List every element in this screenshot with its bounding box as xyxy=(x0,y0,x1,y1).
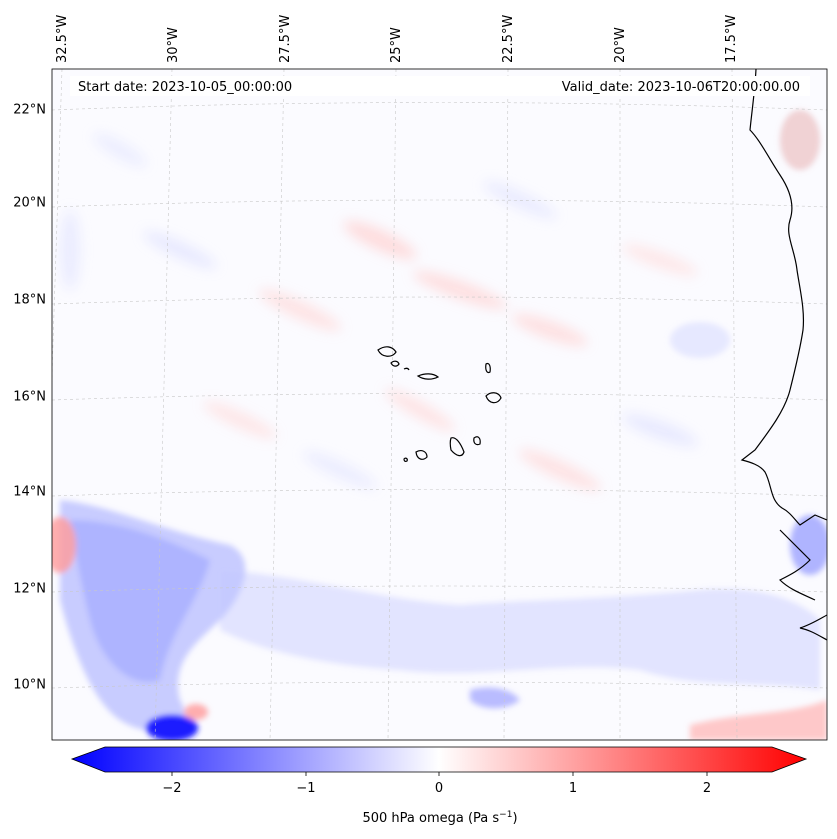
lat-label: 18°N xyxy=(13,293,46,308)
map-panel: Start date: 2023-10-05_00:00:00 Valid_da… xyxy=(52,69,827,740)
map-frame xyxy=(51,68,828,741)
island-boa-vista xyxy=(485,392,502,404)
lon-label: 25°W xyxy=(389,27,404,63)
start-date: Start date: 2023-10-05_00:00:00 xyxy=(78,80,292,95)
lat-labels: 22°N 20°N 18°N 16°N 14°N 12°N 10°N xyxy=(13,103,46,693)
lat-label: 10°N xyxy=(13,678,46,693)
colorbar-tick-label: 0 xyxy=(435,781,443,796)
africa-coast xyxy=(740,69,827,526)
island-santo-antao xyxy=(377,346,397,357)
lat-label: 20°N xyxy=(13,196,46,211)
island-santa-luzia xyxy=(403,367,410,371)
colorbar-ticks xyxy=(171,772,708,776)
island-maio xyxy=(473,436,481,446)
island-sao-nicolau xyxy=(416,373,440,380)
lon-label: 30°W xyxy=(166,27,181,63)
valid-date: Valid_date: 2023-10-06T20:00:00.00 xyxy=(562,80,800,95)
lat-label: 14°N xyxy=(13,485,46,500)
colorbar-tick-label: −1 xyxy=(296,781,315,796)
graticule xyxy=(52,69,827,740)
island-sao-vicente xyxy=(390,360,400,367)
coastlines xyxy=(740,69,827,641)
colorbar-bar xyxy=(70,746,808,773)
lon-label: 32.5°W xyxy=(55,15,70,63)
lat-label: 12°N xyxy=(13,582,46,597)
lon-label: 17.5°W xyxy=(724,15,739,63)
colorbar-tick-label: −2 xyxy=(162,781,181,796)
colorbar-label: 500 hPa omega (Pa s−1) xyxy=(362,810,517,826)
island-fogo xyxy=(415,450,428,460)
lon-labels: 32.5°W 30°W 27.5°W 25°W 22.5°W 20°W 17.5… xyxy=(55,15,739,63)
island-sal xyxy=(485,362,491,374)
lon-label: 22.5°W xyxy=(501,15,516,63)
lon-label: 20°W xyxy=(613,27,628,63)
colorbar-tick-label: 2 xyxy=(703,781,711,796)
cape-verde-islands xyxy=(377,346,502,462)
island-brava xyxy=(403,457,408,462)
island-santiago xyxy=(449,437,465,457)
lon-label: 27.5°W xyxy=(278,15,293,63)
lat-label: 16°N xyxy=(13,390,46,405)
header-box xyxy=(70,76,810,96)
omega-field-streaks xyxy=(60,133,698,491)
colorbar-tick-label: 1 xyxy=(569,781,577,796)
colorbar: −2 −1 0 1 2 500 hPa omega (Pa s−1) xyxy=(70,746,808,826)
omega-field xyxy=(52,110,827,740)
lat-label: 22°N xyxy=(13,103,46,118)
